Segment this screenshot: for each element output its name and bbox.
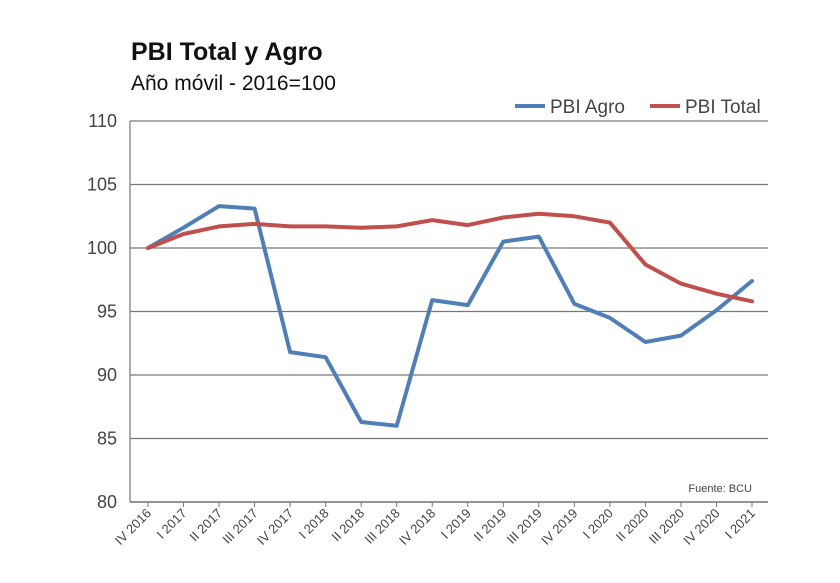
- chart-subtitle: Año móvil - 2016=100: [131, 72, 336, 95]
- x-tick-label: III 2018: [362, 506, 403, 547]
- legend-label: PBI Agro: [550, 97, 625, 118]
- x-tick-label: IV 2019: [538, 506, 580, 548]
- y-tick-label: 100: [87, 238, 117, 258]
- x-tick-label: III 2017: [219, 506, 260, 547]
- x-tick-label: I 2018: [296, 506, 332, 542]
- x-tick-label: III 2020: [646, 506, 687, 547]
- x-tick-label: IV 2020: [680, 506, 722, 548]
- series-line-pbi-agro: [146, 204, 754, 428]
- x-tick-label: I 2020: [580, 506, 616, 542]
- x-tick-label: IV 2018: [396, 506, 438, 548]
- chart-title: PBI Total y Agro: [131, 38, 323, 66]
- y-tick-label: 85: [97, 429, 117, 449]
- x-tick-label: IV 2016: [112, 506, 154, 548]
- y-tick-label: 80: [97, 492, 117, 512]
- x-tick-label: II 2019: [471, 506, 510, 545]
- y-tick-label: 95: [97, 302, 117, 322]
- x-tick-label: I 2021: [722, 506, 758, 542]
- x-tick-label: I 2019: [438, 506, 474, 542]
- y-tick-label: 105: [87, 175, 117, 195]
- source-note: Fuente: BCU: [688, 483, 752, 495]
- series-line-pbi-total: [146, 211, 754, 304]
- y-tick-label: 90: [97, 365, 117, 385]
- x-tick-label: III 2019: [504, 506, 545, 547]
- x-tick-label: IV 2017: [254, 506, 296, 548]
- x-tick-label: II 2018: [329, 506, 368, 545]
- x-tick-label: I 2017: [153, 506, 189, 542]
- x-tick-label: II 2020: [613, 506, 652, 545]
- y-tick-label: 110: [88, 111, 117, 131]
- legend-label: PBI Total: [685, 97, 761, 118]
- x-tick-label: II 2017: [186, 506, 225, 545]
